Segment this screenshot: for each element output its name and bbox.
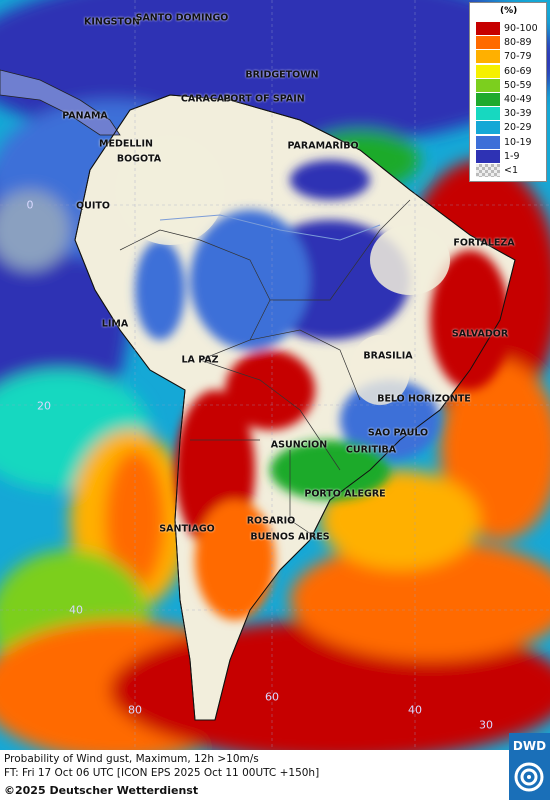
lat-label-20: 20 [37, 399, 51, 413]
city-quito: QUITO [76, 200, 110, 212]
legend-row: 60-69 [476, 64, 542, 78]
lon-label-40: 40 [408, 703, 422, 717]
legend-label: 1-9 [504, 150, 520, 162]
city-panama: PANAMA [62, 110, 108, 122]
legend-label: 20-29 [504, 122, 532, 134]
city-fortaleza: FORTALEZA [453, 237, 515, 249]
city-santo-domingo: SANTO DOMINGO [135, 12, 229, 24]
legend-label: 10-19 [504, 136, 532, 148]
legend-swatch [476, 22, 500, 35]
city-santiago: SANTIAGO [159, 523, 215, 535]
city-curitiba: CURITIBA [345, 444, 397, 456]
dwd-logo: DWD [509, 733, 550, 800]
city-la-paz: LA PAZ [181, 354, 219, 366]
caption-line-forecast-time: FT: Fri 17 Oct 06 UTC [ICON EPS 2025 Oct… [4, 767, 320, 779]
city-rosario: ROSARIO [246, 515, 296, 527]
legend-swatch [476, 107, 500, 121]
lon-label-60: 60 [265, 690, 279, 704]
legend-row: 80-89 [476, 36, 542, 50]
swirl-icon [514, 762, 544, 792]
caption-panel: Probability of Wind gust, Maximum, 12h >… [0, 750, 550, 800]
legend-swatch [476, 64, 500, 78]
legend-swatch [476, 149, 500, 163]
legend-label: <1 [504, 165, 519, 176]
legend-swatch [476, 121, 500, 135]
legend-label: 80-89 [504, 37, 532, 49]
city-brasilia: BRASILIA [363, 350, 413, 362]
legend-label: 50-59 [504, 79, 532, 91]
legend-row: 20-29 [476, 121, 542, 135]
city-salvador: SALVADOR [451, 328, 509, 340]
city-buenos-aires: BUENOS AIRES [250, 531, 330, 543]
lon-label-80: 80 [128, 703, 142, 717]
wind-gust-probability-map [0, 0, 550, 750]
legend-swatch [476, 93, 500, 106]
copyright: ©2025 Deutscher Wetterdienst [4, 784, 199, 797]
city-lima: LIMA [101, 318, 129, 330]
legend-row: 10-19 [476, 135, 542, 149]
legend-row: 50-59 [476, 78, 542, 92]
lat-label-40: 40 [69, 603, 83, 617]
legend-swatch [476, 164, 500, 177]
legend-label: 70-79 [504, 51, 532, 63]
caption-line-title: Probability of Wind gust, Maximum, 12h >… [4, 753, 259, 765]
map-legend: (%) 90-100 80-89 70-79 60-69 50-59 40-49 30-39… [469, 2, 547, 182]
caption: Probability of Wind gust, Maximum, 12h >… [4, 752, 319, 780]
city-paramaribo: PARAMARIBO [287, 140, 359, 152]
legend-title: (%) [500, 6, 518, 16]
city-caracas: CARACAS [180, 93, 232, 105]
legend-row: 40-49 [476, 93, 542, 106]
legend-row: 1-9 [476, 149, 542, 163]
city-belo-horizonte: BELO HORIZONTE [377, 393, 471, 405]
city-medellin: MEDELLIN [99, 138, 153, 150]
legend-swatch [476, 78, 500, 92]
legend-row: 30-39 [476, 107, 542, 121]
city-porto-alegre: PORTO ALEGRE [304, 488, 386, 500]
dwd-logo-text: DWD [512, 739, 547, 753]
legend-row: 70-79 [476, 50, 542, 64]
legend-label: 90-100 [504, 23, 538, 34]
legend-swatch [476, 135, 500, 149]
legend-label: 30-39 [504, 108, 532, 120]
city-bridgetown: BRIDGETOWN [245, 69, 319, 81]
city-asuncion: ASUNCION [270, 439, 328, 451]
legend-swatch [476, 36, 500, 50]
city-bogota: BOGOTA [116, 153, 162, 165]
lon-label-30: 30 [479, 718, 493, 732]
city-sao-paulo: SAO PAULO [367, 427, 429, 439]
legend-label: 40-49 [504, 94, 532, 105]
legend-row: <1 [476, 164, 542, 177]
legend-swatch [476, 50, 500, 64]
city-kingston: KINGSTON [84, 16, 140, 28]
lat-label-0: 0 [26, 198, 34, 212]
city-port-of-spain: PORT OF SPAIN [223, 93, 305, 105]
legend-label: 60-69 [504, 65, 532, 77]
legend-row: 90-100 [476, 22, 542, 35]
